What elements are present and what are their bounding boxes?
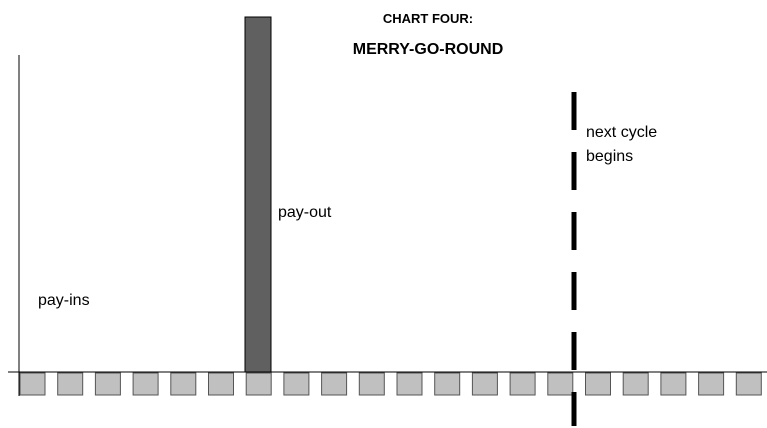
pay-in-square bbox=[622, 372, 649, 396]
pay-in-square bbox=[132, 372, 159, 396]
pay-in-square bbox=[735, 372, 762, 396]
next-cycle-label: next cycle bbox=[586, 124, 657, 141]
pay-in-square bbox=[57, 372, 84, 396]
pay-in-square bbox=[509, 372, 536, 396]
title-line2: MERRY-GO-ROUND bbox=[353, 41, 504, 58]
next-cycle-label: begins bbox=[586, 148, 633, 165]
pay-in-square bbox=[547, 372, 574, 396]
pay-in-square bbox=[396, 372, 423, 396]
title-line1: CHART FOUR: bbox=[383, 11, 473, 26]
pay-in-square bbox=[358, 372, 385, 396]
pay-in-square bbox=[19, 372, 46, 396]
pay-in-square bbox=[434, 372, 461, 396]
pay-in-squares bbox=[19, 372, 762, 396]
pay-in-square bbox=[94, 372, 121, 396]
pay-in-square bbox=[321, 372, 348, 396]
pay-in-square bbox=[283, 372, 310, 396]
pay-in-square bbox=[208, 372, 234, 396]
pay-ins-label: pay-ins bbox=[38, 292, 90, 309]
pay-out-label: pay-out bbox=[278, 204, 332, 221]
pay-in-square bbox=[471, 372, 498, 396]
pay-out-bar bbox=[244, 16, 272, 373]
pay-in-square bbox=[585, 372, 611, 396]
pay-in-square bbox=[245, 372, 272, 396]
pay-in-square bbox=[660, 372, 687, 396]
pay-in-square bbox=[170, 372, 197, 396]
pay-in-square bbox=[698, 372, 725, 396]
